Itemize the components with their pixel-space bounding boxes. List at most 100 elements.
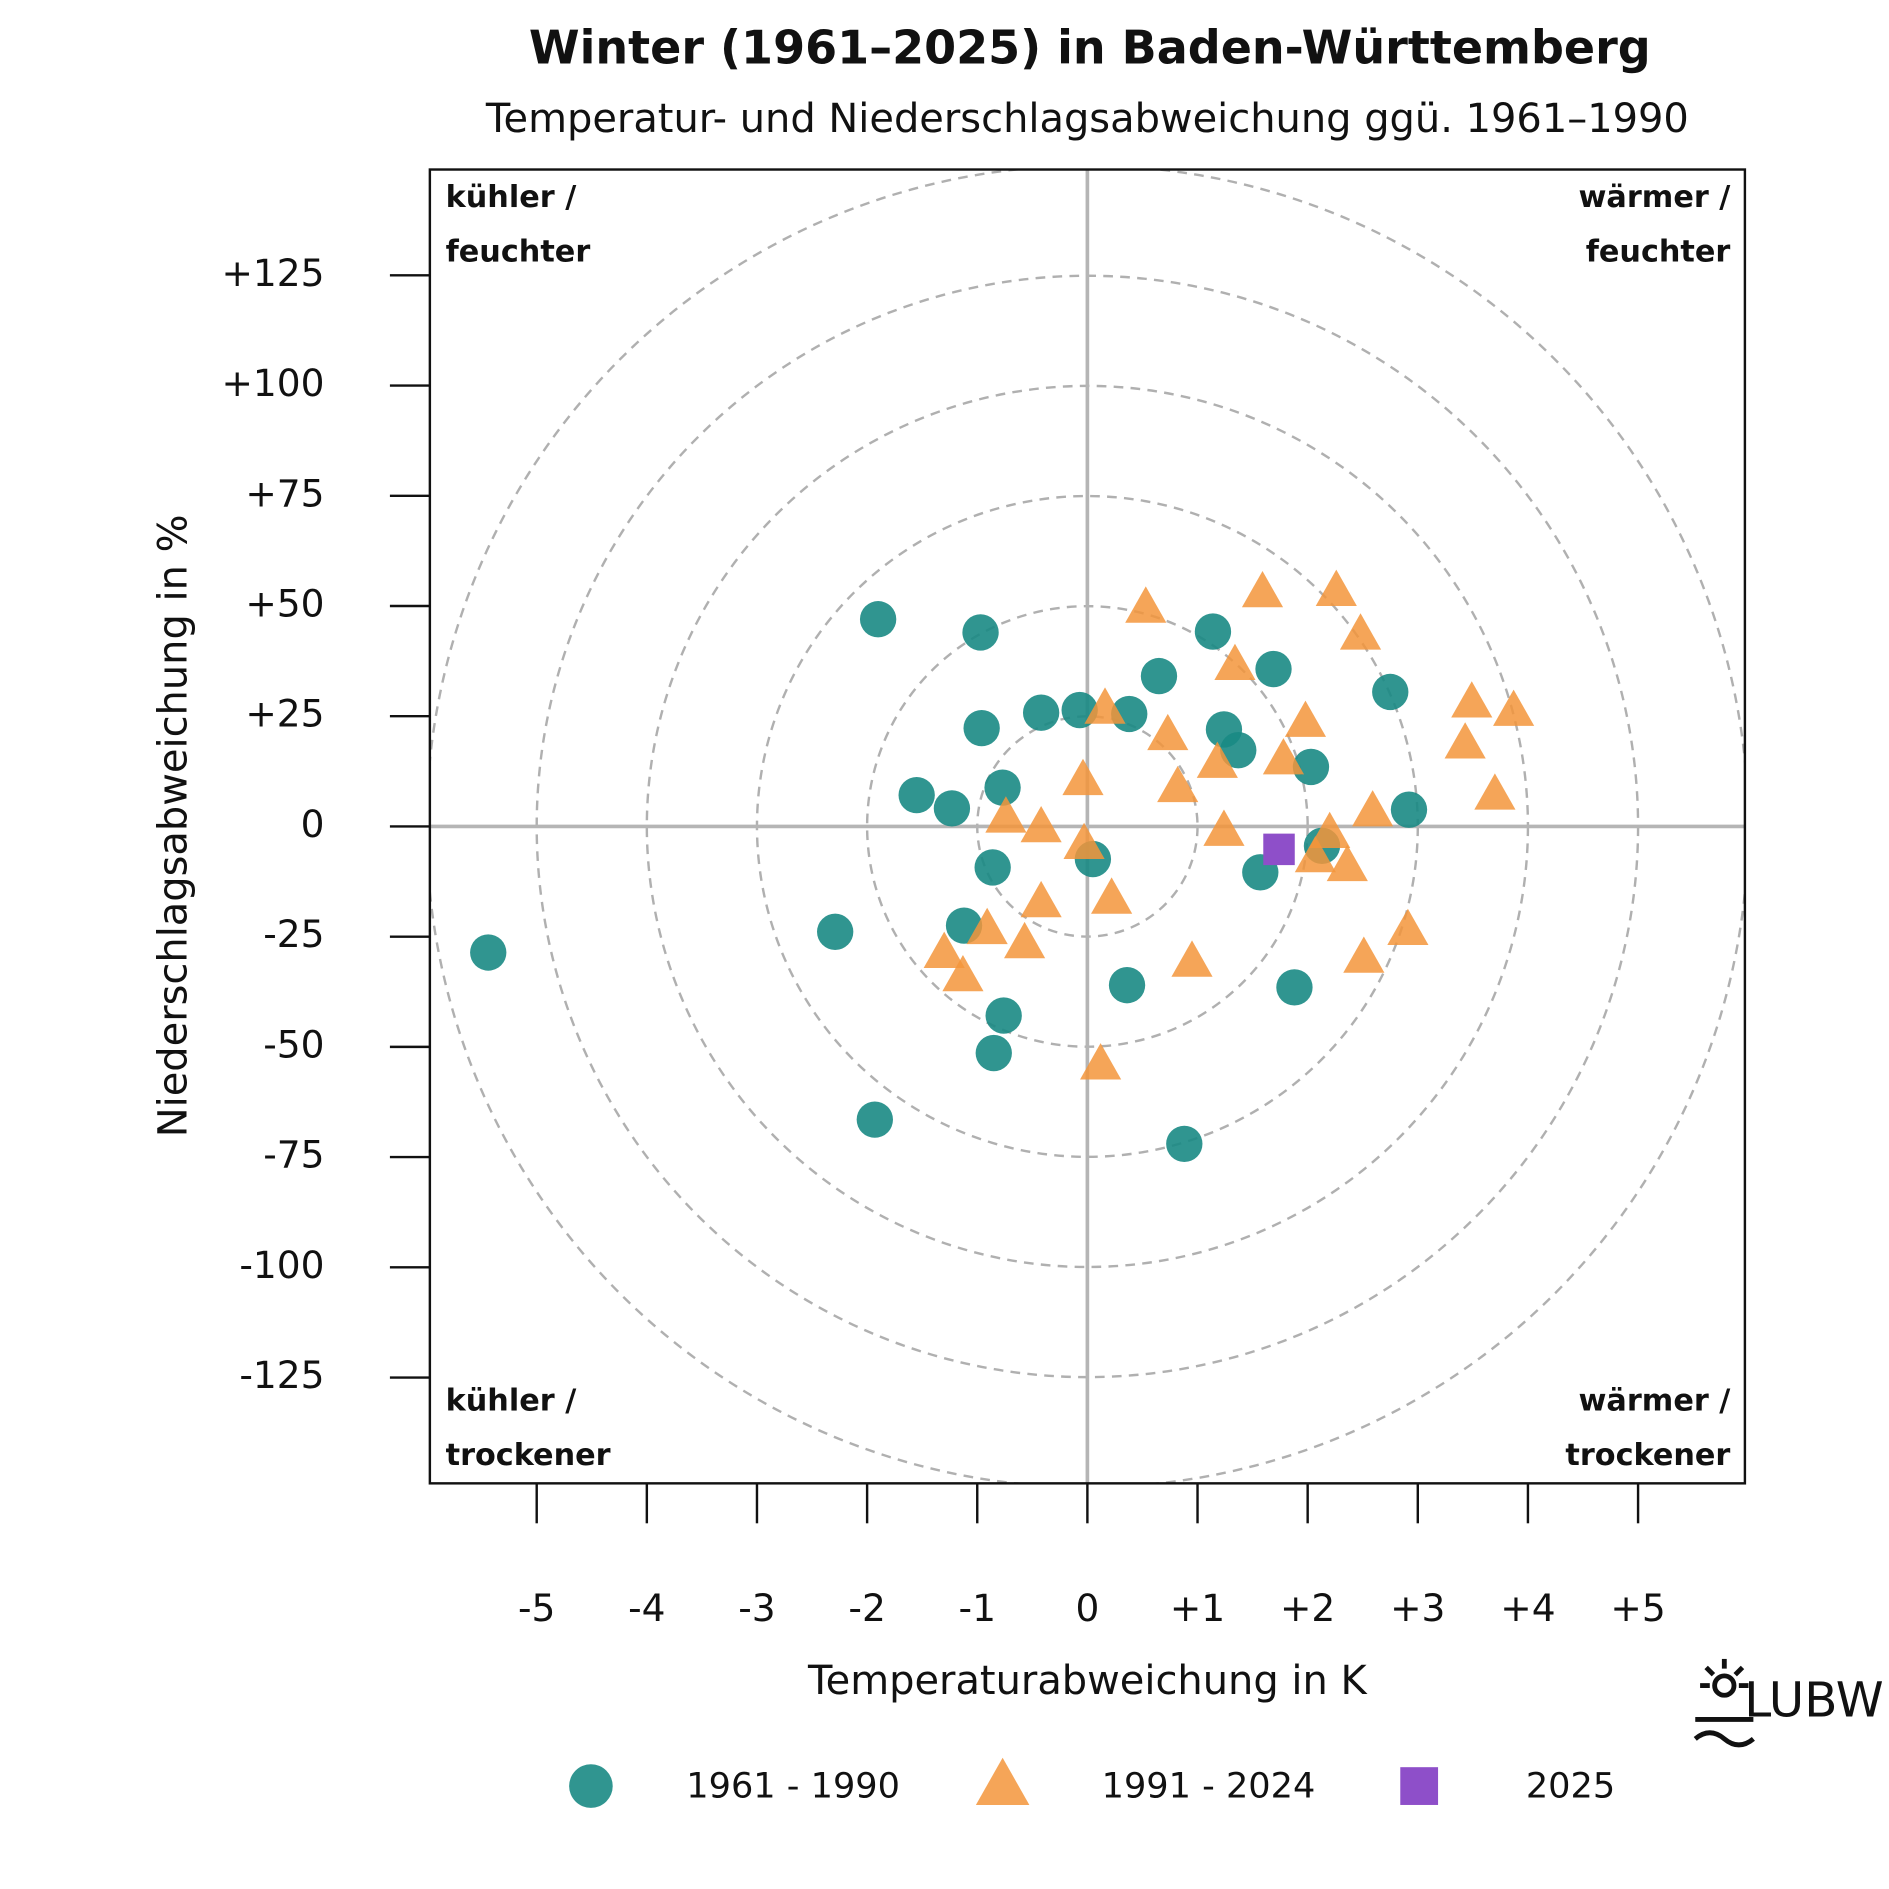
data-point bbox=[1451, 681, 1493, 718]
y-tick-label: +50 bbox=[245, 581, 324, 625]
data-point bbox=[470, 934, 507, 971]
data-point bbox=[1171, 940, 1213, 977]
data-point bbox=[1294, 835, 1336, 873]
data-point bbox=[1220, 732, 1257, 769]
plot-area bbox=[429, 169, 1745, 1484]
plot-frame bbox=[428, 168, 1747, 1485]
logo-icon bbox=[1693, 1658, 1755, 1748]
data-point bbox=[1084, 687, 1126, 724]
data-point bbox=[984, 769, 1021, 806]
data-point bbox=[975, 1034, 1012, 1072]
data-point bbox=[1292, 748, 1330, 786]
y-tick-label: +125 bbox=[221, 251, 324, 295]
data-point bbox=[974, 849, 1011, 886]
quadrant-label: wärmer / bbox=[1578, 1384, 1731, 1419]
y-tick-label: -50 bbox=[263, 1022, 324, 1066]
data-point bbox=[1309, 811, 1351, 849]
x-tick-label: +4 bbox=[1500, 1586, 1555, 1630]
quadrant-label: trockener bbox=[1565, 1438, 1730, 1473]
x-tick-label: -5 bbox=[518, 1586, 555, 1630]
data-point bbox=[923, 931, 965, 968]
data-point bbox=[1125, 586, 1167, 623]
data-point bbox=[1339, 613, 1382, 650]
data-point bbox=[1352, 790, 1394, 827]
data-point bbox=[1196, 741, 1238, 778]
data-point bbox=[1284, 700, 1327, 737]
data-point bbox=[1493, 689, 1535, 726]
legend-label: 2025 bbox=[1526, 1765, 1615, 1806]
data-point bbox=[1063, 822, 1105, 860]
data-point bbox=[1372, 673, 1409, 711]
x-tick-label: -1 bbox=[959, 1586, 996, 1630]
data-point bbox=[1080, 1043, 1122, 1080]
data-point bbox=[985, 796, 1027, 833]
x-tick-label: -4 bbox=[628, 1586, 665, 1630]
data-point bbox=[1194, 613, 1232, 650]
data-point bbox=[962, 614, 999, 651]
data-point bbox=[817, 913, 854, 950]
data-point bbox=[1147, 713, 1189, 751]
data-point bbox=[1241, 570, 1284, 608]
legend-marker bbox=[975, 1757, 1030, 1805]
data-point bbox=[1214, 643, 1256, 681]
data-point bbox=[1157, 765, 1199, 803]
chart-subtitle: Temperatur- und Niederschlagsabweichung … bbox=[485, 96, 1689, 142]
data-point bbox=[1315, 569, 1357, 606]
quadrant-label: kühler / bbox=[446, 180, 578, 215]
data-point bbox=[963, 709, 1000, 747]
data-point bbox=[1474, 773, 1516, 810]
x-tick-label: +3 bbox=[1390, 1586, 1445, 1630]
legend-marker bbox=[1400, 1767, 1439, 1805]
data-point bbox=[1203, 809, 1245, 846]
x-tick-label: +1 bbox=[1170, 1586, 1225, 1630]
y-tick-label: +75 bbox=[245, 471, 324, 515]
data-point bbox=[1343, 936, 1385, 973]
data-point bbox=[1263, 833, 1295, 866]
data-point bbox=[1326, 844, 1368, 882]
data-point bbox=[1276, 969, 1313, 1006]
data-point bbox=[856, 1101, 893, 1138]
x-tick-label: 0 bbox=[1075, 1586, 1099, 1630]
data-point bbox=[898, 776, 935, 814]
data-point bbox=[859, 601, 897, 638]
data-point bbox=[1444, 722, 1486, 759]
data-point bbox=[1091, 877, 1133, 914]
quadrant-label: feuchter bbox=[446, 235, 591, 270]
legend-marker bbox=[569, 1764, 613, 1808]
y-tick-label: -25 bbox=[263, 912, 324, 956]
data-point bbox=[1387, 908, 1429, 946]
data-point bbox=[1262, 738, 1305, 775]
legend-label: 1991 - 2024 bbox=[1102, 1765, 1316, 1806]
y-tick-label: -100 bbox=[239, 1243, 324, 1287]
y-axis-label: Niederschlagsabweichung in % bbox=[151, 514, 197, 1137]
data-point bbox=[1166, 1125, 1203, 1163]
data-point bbox=[1108, 966, 1146, 1004]
data-point bbox=[1004, 921, 1046, 959]
y-tick-label: 0 bbox=[301, 802, 325, 846]
y-tick-label: -125 bbox=[239, 1353, 324, 1397]
data-point bbox=[1390, 791, 1428, 828]
y-tick-label: +100 bbox=[221, 361, 324, 405]
quadrant-label: kühler / bbox=[446, 1384, 578, 1419]
data-point bbox=[1140, 657, 1178, 695]
x-tick-label: +2 bbox=[1280, 1586, 1335, 1630]
quadrant-label: feuchter bbox=[1586, 235, 1731, 270]
data-point bbox=[966, 907, 1008, 945]
logo-text: LUBW bbox=[1744, 1673, 1883, 1729]
quadrant-label: wärmer / bbox=[1578, 180, 1731, 215]
chart-title: Winter (1961–2025) in Baden-Württemberg bbox=[529, 20, 1651, 74]
data-point bbox=[933, 790, 971, 827]
y-tick-label: +25 bbox=[245, 692, 324, 736]
x-tick-label: +5 bbox=[1610, 1586, 1665, 1630]
data-point bbox=[1255, 650, 1292, 688]
data-point bbox=[1020, 805, 1062, 843]
data-point bbox=[942, 954, 984, 992]
y-tick-label: -75 bbox=[263, 1133, 324, 1177]
x-tick-label: -2 bbox=[848, 1586, 885, 1630]
x-axis-label: Temperaturabweichung in K bbox=[807, 1658, 1368, 1704]
data-point bbox=[1022, 694, 1060, 731]
quadrant-label: trockener bbox=[446, 1438, 611, 1473]
legend-label: 1961 - 1990 bbox=[686, 1765, 900, 1806]
